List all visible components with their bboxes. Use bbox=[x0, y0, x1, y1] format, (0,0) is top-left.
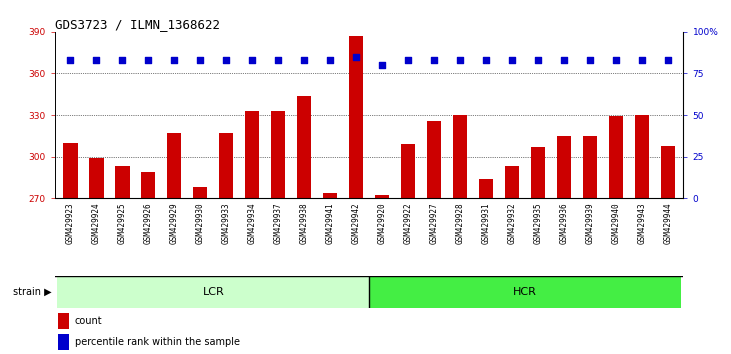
Bar bbox=[609, 116, 623, 198]
Bar bbox=[58, 313, 69, 329]
Bar bbox=[167, 133, 181, 198]
Text: GSM429935: GSM429935 bbox=[534, 202, 542, 244]
Bar bbox=[401, 144, 415, 198]
Bar bbox=[349, 36, 363, 198]
Text: GSM429925: GSM429925 bbox=[118, 202, 127, 244]
Point bbox=[246, 57, 258, 63]
Bar bbox=[531, 147, 545, 198]
Bar bbox=[245, 111, 260, 198]
Bar bbox=[635, 115, 649, 198]
Bar bbox=[583, 136, 597, 198]
Point bbox=[298, 57, 310, 63]
Text: GSM429930: GSM429930 bbox=[196, 202, 205, 244]
Point bbox=[532, 57, 544, 63]
Text: GSM429923: GSM429923 bbox=[66, 202, 75, 244]
Point bbox=[350, 54, 362, 60]
Text: GSM429928: GSM429928 bbox=[455, 202, 465, 244]
Bar bbox=[369, 276, 681, 308]
Bar bbox=[453, 115, 467, 198]
Text: GSM429922: GSM429922 bbox=[404, 202, 412, 244]
Bar bbox=[58, 276, 369, 308]
Point bbox=[64, 57, 76, 63]
Text: GSM429927: GSM429927 bbox=[430, 202, 439, 244]
Bar bbox=[661, 145, 675, 198]
Text: strain ▶: strain ▶ bbox=[12, 287, 51, 297]
Bar bbox=[557, 136, 571, 198]
Text: HCR: HCR bbox=[513, 287, 537, 297]
Text: GSM429926: GSM429926 bbox=[144, 202, 153, 244]
Point bbox=[273, 57, 284, 63]
Text: percentile rank within the sample: percentile rank within the sample bbox=[75, 337, 240, 348]
Bar bbox=[58, 334, 69, 350]
Text: GSM429940: GSM429940 bbox=[611, 202, 621, 244]
Text: GDS3723 / ILMN_1368622: GDS3723 / ILMN_1368622 bbox=[55, 18, 220, 31]
Point bbox=[584, 57, 596, 63]
Point bbox=[402, 57, 414, 63]
Text: GSM429920: GSM429920 bbox=[378, 202, 387, 244]
Text: GSM429939: GSM429939 bbox=[586, 202, 594, 244]
Point bbox=[558, 57, 570, 63]
Bar bbox=[323, 193, 337, 198]
Point bbox=[91, 57, 102, 63]
Text: GSM429929: GSM429929 bbox=[170, 202, 179, 244]
Bar bbox=[479, 179, 493, 198]
Point bbox=[428, 57, 440, 63]
Point bbox=[662, 57, 674, 63]
Text: GSM429936: GSM429936 bbox=[559, 202, 569, 244]
Point bbox=[143, 57, 154, 63]
Point bbox=[325, 57, 336, 63]
Text: GSM429932: GSM429932 bbox=[507, 202, 517, 244]
Text: GSM429943: GSM429943 bbox=[637, 202, 646, 244]
Text: GSM429937: GSM429937 bbox=[273, 202, 283, 244]
Text: count: count bbox=[75, 316, 102, 326]
Bar bbox=[505, 166, 519, 198]
Bar bbox=[271, 111, 285, 198]
Text: LCR: LCR bbox=[202, 287, 224, 297]
Point bbox=[194, 57, 206, 63]
Text: GSM429934: GSM429934 bbox=[248, 202, 257, 244]
Point bbox=[168, 57, 180, 63]
Bar bbox=[141, 172, 156, 198]
Bar bbox=[219, 133, 233, 198]
Text: GSM429941: GSM429941 bbox=[326, 202, 335, 244]
Bar bbox=[64, 143, 77, 198]
Point bbox=[454, 57, 466, 63]
Text: GSM429933: GSM429933 bbox=[221, 202, 231, 244]
Point bbox=[480, 57, 492, 63]
Bar bbox=[375, 195, 390, 198]
Text: GSM429931: GSM429931 bbox=[482, 202, 491, 244]
Point bbox=[221, 57, 232, 63]
Text: GSM429924: GSM429924 bbox=[92, 202, 101, 244]
Point bbox=[376, 62, 388, 68]
Point bbox=[506, 57, 518, 63]
Bar bbox=[297, 96, 311, 198]
Bar bbox=[193, 187, 208, 198]
Point bbox=[636, 57, 648, 63]
Text: GSM429944: GSM429944 bbox=[664, 202, 673, 244]
Point bbox=[116, 57, 128, 63]
Bar bbox=[89, 158, 104, 198]
Point bbox=[610, 57, 622, 63]
Text: GSM429942: GSM429942 bbox=[352, 202, 360, 244]
Text: GSM429938: GSM429938 bbox=[300, 202, 308, 244]
Bar bbox=[115, 166, 129, 198]
Bar bbox=[427, 121, 442, 198]
